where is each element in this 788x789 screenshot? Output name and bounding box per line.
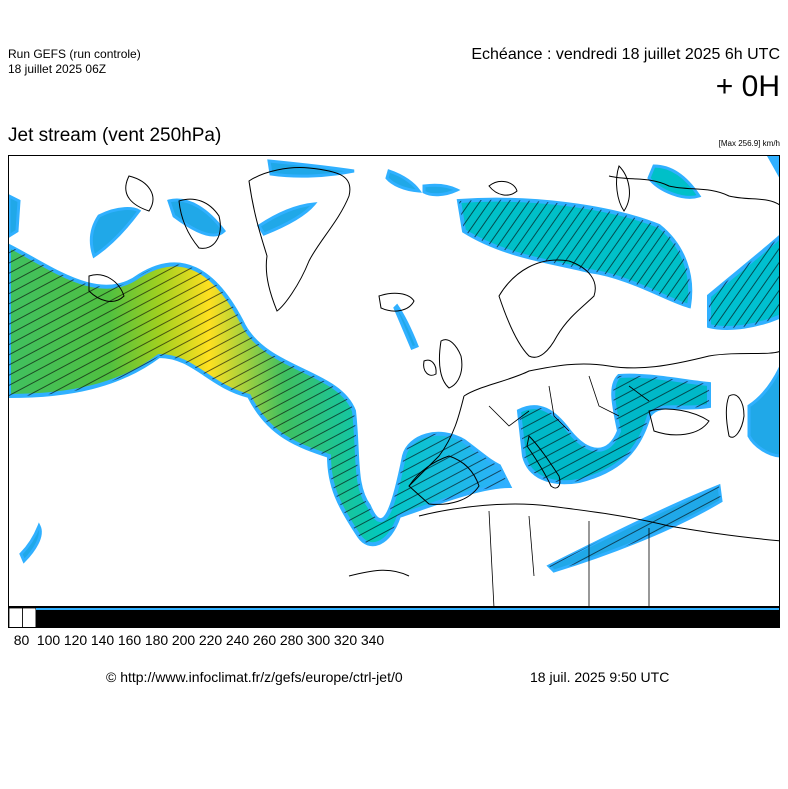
- map-title: Jet stream (vent 250hPa): [8, 125, 222, 146]
- colorbar-tick-label: 320: [333, 632, 358, 648]
- colorbar-tick-label: 280: [279, 632, 304, 648]
- colorbar-tick-label: 340: [360, 632, 385, 648]
- colorbar-tick-label: 220: [198, 632, 223, 648]
- lead-time: + 0H: [715, 70, 780, 103]
- jet-streak-scandinavia: [456, 197, 693, 309]
- colorbar-tick-label: 120: [63, 632, 88, 648]
- colorbar-tick-label: 100: [36, 632, 61, 648]
- colorbar-tick-label: 300: [306, 632, 331, 648]
- colorbar-segment: [49, 608, 779, 627]
- colorbar-tick-label: 180: [144, 632, 169, 648]
- jet-streak-north-atlantic: [9, 243, 513, 547]
- colorbar-segment: [9, 608, 23, 627]
- max-wind-note: [Max 256.9] km/h: [718, 139, 780, 148]
- colorbar-tick-label: 140: [90, 632, 115, 648]
- coastlines: [88, 165, 779, 606]
- colorbar-top-strip: [36, 608, 779, 610]
- colorbar-segment: [22, 608, 37, 627]
- colorbar-tick-label: 80: [13, 632, 30, 648]
- colorbar-tick-label: 200: [171, 632, 196, 648]
- colorbar-canvas: [9, 608, 779, 627]
- generation-timestamp: 18 juil. 2025 9:50 UTC: [530, 669, 670, 685]
- forecast-valid-time: Echéance : vendredi 18 juillet 2025 6h U…: [471, 46, 780, 63]
- colorbar-tick-label: 240: [225, 632, 250, 648]
- colorbar-segment: [35, 608, 50, 627]
- jet-streak-mediterranean: [516, 366, 779, 573]
- colorbar-tick-label: 160: [117, 632, 142, 648]
- wind-speed-colorbar: [8, 607, 780, 628]
- map-canvas: [9, 156, 779, 606]
- run-label: Run GEFS (run controle): [8, 47, 141, 61]
- jet-streak-greenland: [9, 159, 461, 564]
- source-url: © http://www.infoclimat.fr/z/gefs/europe…: [106, 669, 403, 685]
- jet-stream-map: [8, 155, 780, 607]
- colorbar-tick-label: 260: [252, 632, 277, 648]
- run-date: 18 juillet 2025 06Z: [8, 62, 107, 76]
- jet-streak-russia: [647, 156, 779, 330]
